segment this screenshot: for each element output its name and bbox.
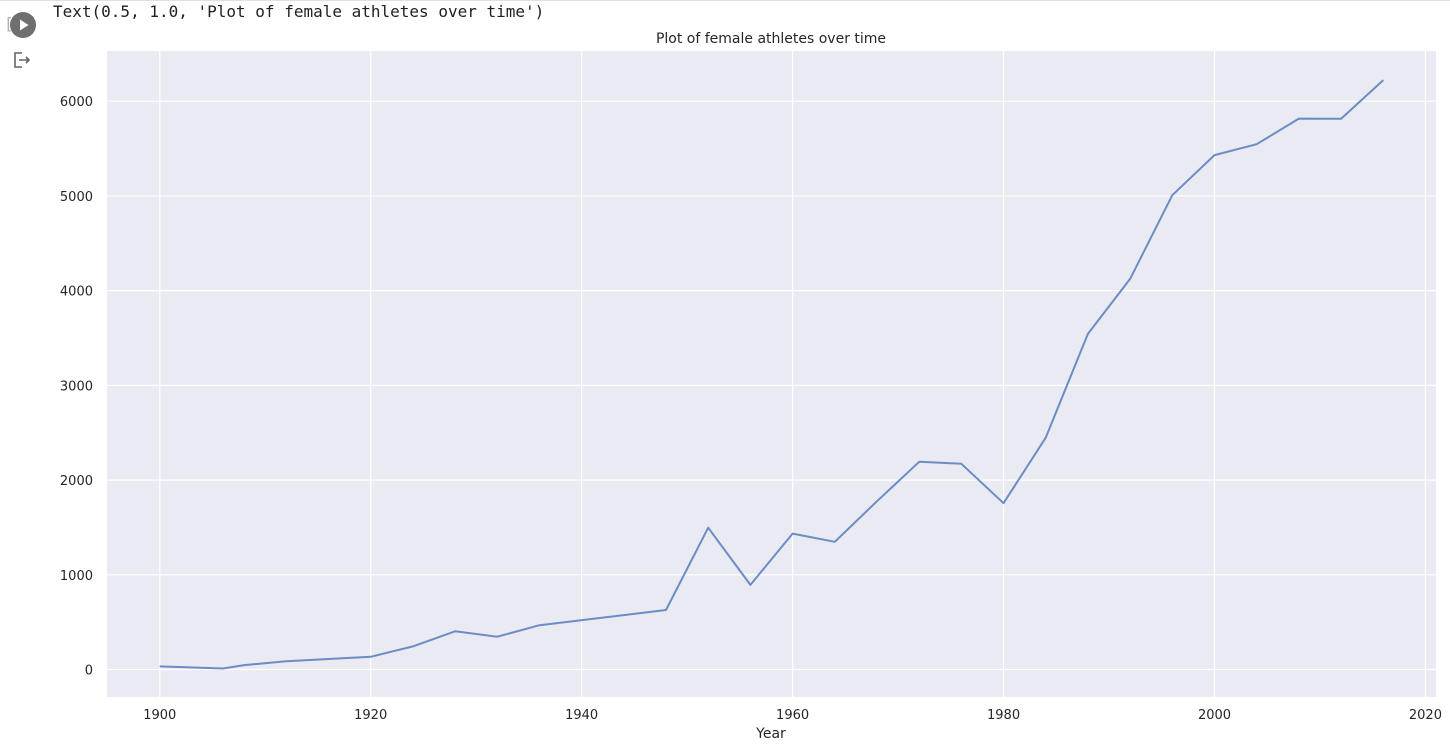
- x-tick-label: 2000: [1198, 708, 1231, 723]
- cell-output-text: Text(0.5, 1.0, 'Plot of female athletes …: [53, 2, 545, 21]
- run-cell-button[interactable]: [10, 12, 36, 38]
- x-axis-ticks: 1900 1920 1940 1960 1980 2000 2020: [143, 708, 1442, 723]
- series-line-female-athletes: [159, 79, 1384, 670]
- y-tick-label: 1000: [60, 569, 93, 584]
- y-tick-label: 6000: [60, 95, 93, 110]
- x-tick-label: 1940: [565, 708, 598, 723]
- y-tick-label: 4000: [60, 285, 93, 300]
- x-tick-label: 2020: [1409, 708, 1442, 723]
- y-axis-ticks: 0 1000 2000 3000 4000 5000 6000: [60, 95, 93, 678]
- x-tick-label: 1920: [354, 708, 387, 723]
- cell-run-area: []: [2, 10, 40, 40]
- play-circle-icon: [20, 19, 29, 31]
- x-tick-label: 1960: [776, 708, 809, 723]
- x-axis-label: Year: [755, 726, 786, 742]
- y-tick-label: 0: [85, 664, 93, 679]
- y-tick-label: 2000: [60, 474, 93, 489]
- y-tick-label: 5000: [60, 190, 93, 205]
- plot-area-background: [107, 51, 1436, 697]
- x-tick-label: 1980: [987, 708, 1020, 723]
- grid-lines: [107, 51, 1436, 697]
- y-tick-label: 3000: [60, 379, 93, 394]
- chart-title: Plot of female athletes over time: [656, 31, 886, 47]
- cell-top-border: [0, 0, 1450, 1]
- output-redirect-icon[interactable]: [12, 50, 34, 70]
- x-tick-label: 1900: [143, 708, 176, 723]
